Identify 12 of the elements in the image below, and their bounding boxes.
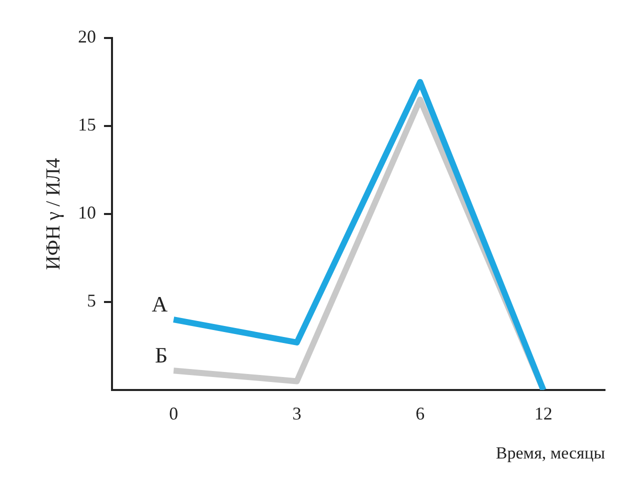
x-tick-label: 6 [416,404,425,424]
series-label: А [152,291,168,316]
x-tick-label: 0 [169,404,178,424]
y-tick-label: 20 [78,26,96,47]
x-tick-label: 12 [534,404,552,424]
y-tick-label: 10 [78,202,96,223]
y-tick-label: 5 [87,290,96,311]
series-label: Б [154,342,168,368]
y-axis-title: ИФН γ / ИЛ4 [42,158,64,270]
x-axis-title: Время, месяцы [496,443,606,462]
x-tick-label: 3 [292,404,302,424]
y-tick-label: 15 [78,114,96,135]
